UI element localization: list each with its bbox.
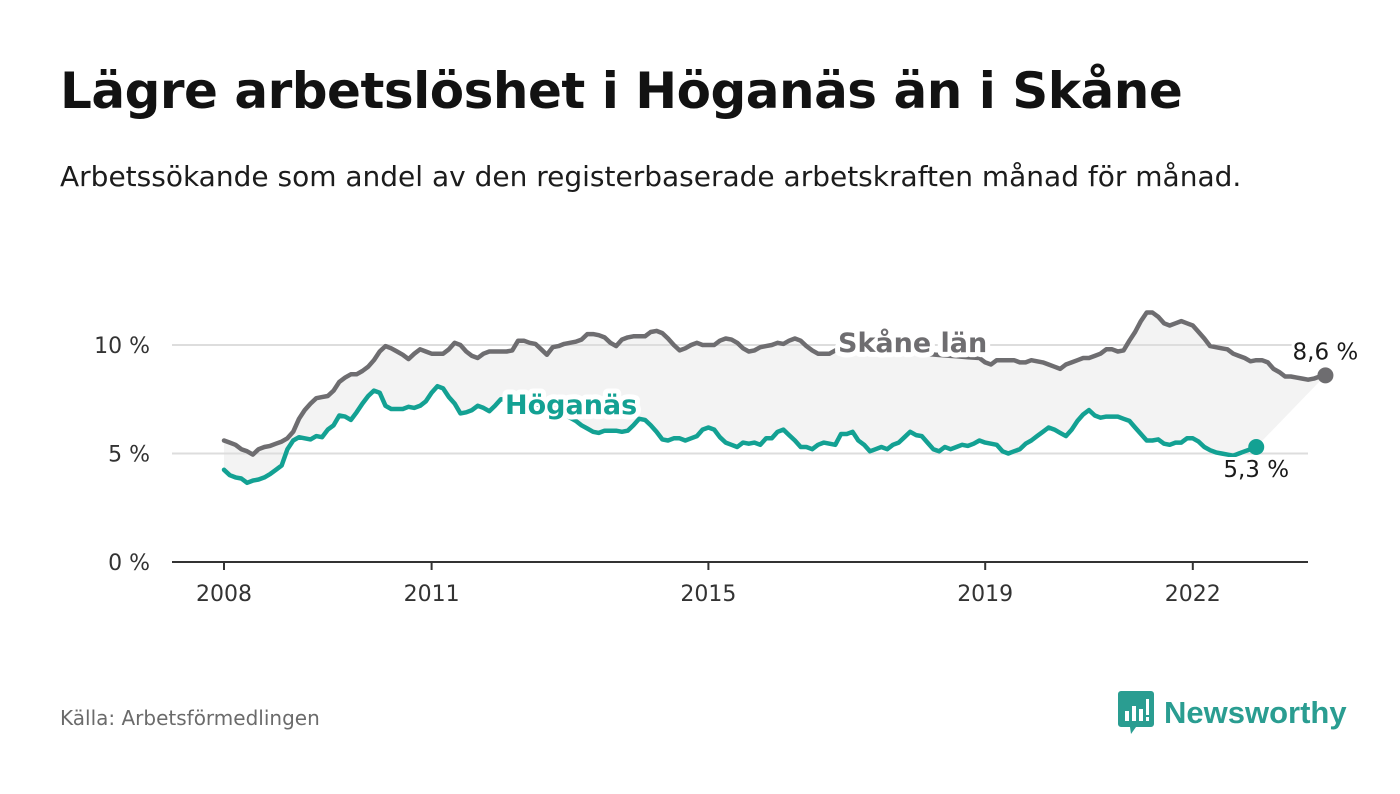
line-chart: 0 % 5 % 10 % 2008 2011 2015 2019 2022 Skåne lä… — [94, 310, 1361, 607]
series-label-skane: Skåne län — [838, 327, 987, 359]
x-tick-label: 2011 — [404, 582, 460, 607]
bar-chart-icon — [1118, 691, 1154, 734]
x-tick-label: 2015 — [680, 582, 736, 607]
source-note: Källa: Arbetsförmedlingen — [60, 706, 320, 730]
chart-title: Lägre arbetslöshet i Höganäs än i Skåne — [60, 62, 1183, 120]
chart-subtitle: Arbetssökande som andel av den registerb… — [60, 160, 1242, 193]
series-label-hoganas: Höganäs — [505, 390, 637, 421]
brand-name: Newsworthy — [1164, 695, 1347, 730]
y-axis-labels: 0 % 5 % 10 % — [94, 334, 150, 576]
series-line-skane — [221, 310, 1328, 457]
x-tick-label: 2008 — [196, 582, 252, 607]
series-line-hoganas — [221, 383, 1259, 486]
end-label-skane: 8,6 % — [1293, 339, 1359, 365]
gap-band — [224, 312, 1326, 483]
end-label-hoganas: 5,3 % — [1223, 457, 1289, 483]
series-labels: Skåne län Höganäs 8,6 % 5,3 % — [500, 322, 1361, 486]
y-tick-label: 10 % — [94, 334, 150, 359]
y-tick-label: 5 % — [108, 443, 150, 468]
x-tick-label: 2022 — [1165, 582, 1221, 607]
end-marker-skane — [1317, 367, 1334, 384]
brand-logo[interactable]: Newsworthy — [1118, 690, 1347, 736]
x-tick-label: 2019 — [957, 582, 1013, 607]
y-tick-label: 0 % — [108, 551, 150, 576]
end-marker-hoganas — [1248, 438, 1265, 455]
x-axis-labels: 2008 2011 2015 2019 2022 — [196, 582, 1221, 607]
x-axis-ticks — [223, 562, 1194, 570]
